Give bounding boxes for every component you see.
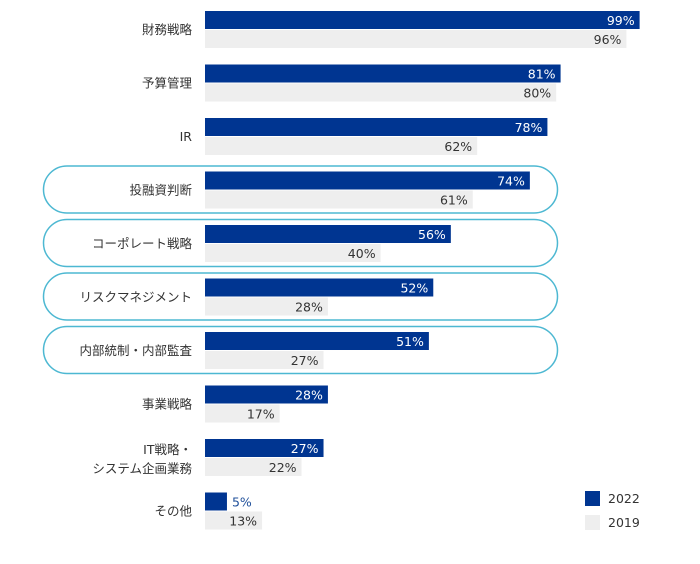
category-label: リスクマネジメント xyxy=(79,290,192,305)
bar-2022 xyxy=(205,492,227,511)
value-label-2022: 56% xyxy=(418,227,446,242)
value-label-2019: 96% xyxy=(594,32,622,47)
value-label-2019: 27% xyxy=(291,353,319,368)
category-label: 予算管理 xyxy=(142,76,193,91)
legend-swatch-2019 xyxy=(585,515,600,530)
bar-2022 xyxy=(205,64,561,83)
highlight-box xyxy=(42,325,559,375)
value-label-2022: 52% xyxy=(400,281,428,296)
bar-2022 xyxy=(205,332,429,350)
value-label-2019: 61% xyxy=(440,193,468,208)
value-label-2019: 17% xyxy=(247,407,275,422)
value-label-2019: 62% xyxy=(444,139,472,154)
value-label-2022: 51% xyxy=(396,334,424,349)
bar-2019 xyxy=(205,351,324,369)
bar-2019 xyxy=(205,244,381,262)
bar-2019 xyxy=(205,30,627,48)
bar-2019 xyxy=(205,297,328,316)
value-label-2022: 78% xyxy=(515,120,543,135)
category-label: 事業戦略 xyxy=(142,397,193,412)
highlight-box xyxy=(42,272,559,321)
bar-2022 xyxy=(205,439,324,457)
value-label-2022: 99% xyxy=(607,13,635,28)
category-label: その他 xyxy=(154,504,192,519)
category-label: システム企画業務 xyxy=(92,461,192,476)
bar-2019 xyxy=(205,511,263,530)
value-label-2022: 5% xyxy=(232,495,252,510)
category-label: 投融資判断 xyxy=(129,183,192,198)
value-label-2022: 27% xyxy=(291,441,319,456)
bar-2022 xyxy=(205,118,548,136)
highlight-box xyxy=(42,165,559,214)
legend-label-2019: 2019 xyxy=(608,515,640,530)
value-label-2022: 74% xyxy=(497,174,525,189)
bar-2022 xyxy=(205,11,640,29)
bar-2019 xyxy=(205,190,473,209)
value-label-2019: 40% xyxy=(348,246,376,261)
bar-2022 xyxy=(205,278,434,297)
bar-2019 xyxy=(205,137,478,155)
value-label-2022: 28% xyxy=(295,388,323,403)
value-label-2019: 28% xyxy=(295,300,323,315)
bar-2022 xyxy=(205,225,451,243)
value-label-2022: 81% xyxy=(528,67,556,82)
bar-2019 xyxy=(205,83,557,102)
legend-swatch-2022 xyxy=(585,491,600,506)
value-label-2019: 13% xyxy=(229,514,257,529)
legend-label-2022: 2022 xyxy=(608,491,640,506)
category-label: IR xyxy=(180,129,193,144)
value-label-2019: 80% xyxy=(523,86,551,101)
category-label: IT戦略・ xyxy=(143,442,192,457)
category-label: 財務戦略 xyxy=(142,22,193,37)
highlight-box xyxy=(42,218,559,268)
bar-2022 xyxy=(205,171,530,190)
bar-2019 xyxy=(205,404,280,423)
bar-2019 xyxy=(205,458,302,476)
bar-2022 xyxy=(205,385,328,404)
value-label-2019: 22% xyxy=(269,460,297,475)
category-label: コーポレート戦略 xyxy=(92,236,193,251)
category-label: 内部統制・内部監査 xyxy=(79,343,192,358)
